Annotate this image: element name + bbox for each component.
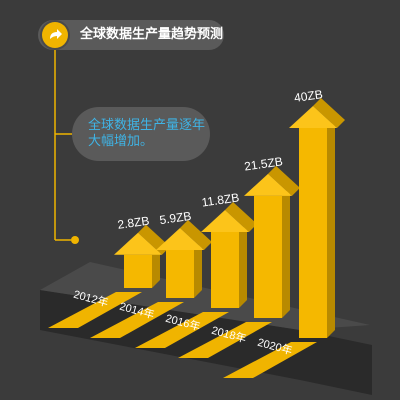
floor-stripe bbox=[223, 342, 317, 378]
floor-stripe bbox=[90, 302, 184, 338]
floor-stripe bbox=[178, 322, 272, 358]
platform-top bbox=[40, 262, 370, 330]
bar-arrow bbox=[156, 219, 212, 298]
note-text: 全球数据生产量逐年大幅增加。 bbox=[88, 118, 206, 149]
arrow-badge-icon bbox=[42, 22, 68, 48]
bar-arrow bbox=[114, 224, 170, 288]
bar-arrow bbox=[289, 98, 345, 338]
connector-dot bbox=[71, 236, 79, 244]
value-label: 21.5ZB bbox=[243, 154, 283, 173]
bar-arrow bbox=[244, 165, 300, 318]
bars-group bbox=[114, 98, 345, 338]
floor-stripe bbox=[135, 312, 229, 348]
floor-stripe bbox=[48, 292, 142, 328]
value-label: 40ZB bbox=[293, 87, 323, 105]
note-pill bbox=[72, 107, 210, 161]
platform-side bbox=[40, 290, 372, 395]
title-pill: 全球数据生产量趋势预测 bbox=[38, 20, 224, 50]
bar-arrow bbox=[201, 201, 257, 308]
value-label: 5.9ZB bbox=[159, 209, 193, 227]
floor-stripes bbox=[48, 292, 317, 378]
value-label: 11.8ZB bbox=[201, 190, 240, 209]
page-title: 全球数据生产量趋势预测 bbox=[80, 27, 224, 42]
value-label: 2.8ZB bbox=[117, 214, 151, 232]
